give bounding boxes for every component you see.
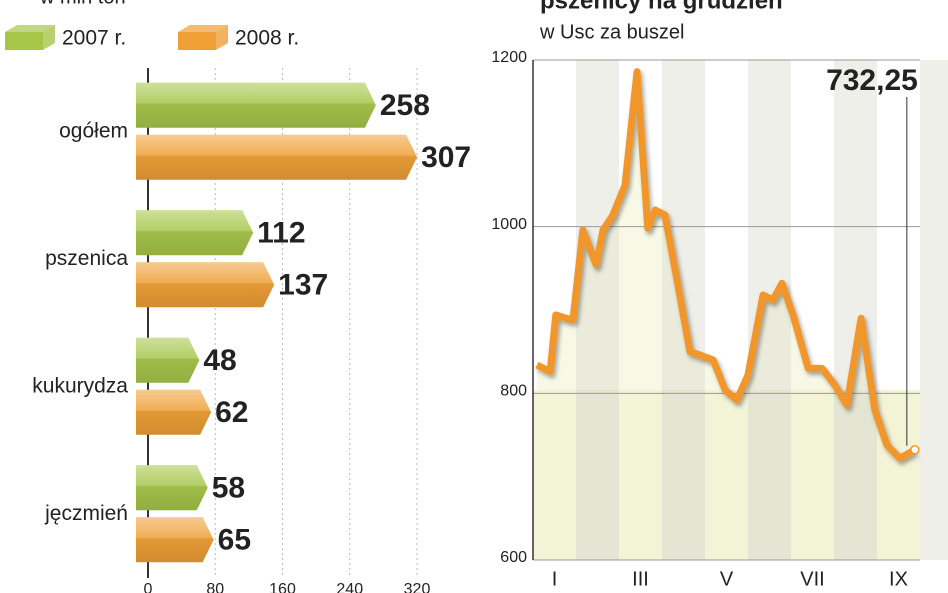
month-band-shade: [748, 60, 791, 560]
line-subtitle: w Usc za buszel: [539, 21, 685, 43]
month-band-shade: [834, 60, 877, 560]
value-label: 65: [218, 524, 251, 557]
x-tick-label: III: [632, 568, 649, 590]
month-band-shade: [920, 60, 948, 560]
annotation: 732,25: [826, 64, 918, 97]
x-tick-label: 160: [269, 581, 296, 593]
x-tick-label: VII: [800, 568, 824, 590]
value-label: 112: [257, 217, 305, 250]
legend-swatch: [216, 25, 228, 50]
end-point: [910, 445, 920, 455]
line: [535, 68, 917, 462]
legend-label: 2007 r.: [62, 27, 126, 50]
x-tick-label: I: [552, 568, 558, 590]
legend-swatch: [178, 32, 216, 50]
bar-shine: [136, 262, 275, 308]
x-tick-label: IX: [889, 568, 908, 590]
line-title: pszenicy na grudzień: [540, 0, 783, 14]
category-label: ogółem: [59, 119, 128, 142]
bar-shine: [136, 210, 254, 256]
category-label: kukurydza: [32, 374, 128, 397]
bar-shine: [136, 517, 214, 563]
legend-swatch: [5, 25, 55, 32]
x-tick-label: V: [720, 568, 734, 590]
area-fill: [536, 71, 915, 561]
y-tick-label: 800: [500, 383, 527, 400]
category-label: pszenica: [45, 247, 128, 270]
y-tick-label: 600: [500, 549, 527, 566]
legend-label: 2008 r.: [235, 27, 299, 50]
bar-shine: [136, 465, 208, 511]
x-tick-label: 80: [206, 581, 224, 593]
bar-shine: [136, 389, 212, 435]
x-tick-label: 240: [336, 581, 363, 593]
value-label: 62: [215, 396, 248, 429]
x-tick-label: 0: [144, 581, 153, 593]
bar-shine: [136, 134, 418, 180]
bar-subtitle: w mln ton: [39, 0, 126, 8]
legend-swatch: [178, 25, 228, 32]
bar-shine: [136, 337, 200, 383]
value-label: 58: [212, 472, 245, 505]
value-label: 48: [203, 344, 236, 377]
y-tick-label: 1200: [491, 49, 527, 66]
category-label: jęczmień: [44, 502, 128, 525]
value-label: 307: [421, 141, 471, 174]
legend-swatch: [5, 32, 43, 50]
value-label: 258: [380, 89, 430, 122]
x-tick-label: 320: [404, 581, 431, 593]
bar-shine: [136, 82, 376, 128]
value-label: 137: [278, 269, 328, 302]
y-tick-label: 1000: [491, 216, 527, 233]
month-band-shade: [576, 60, 619, 560]
legend-swatch: [43, 25, 55, 50]
